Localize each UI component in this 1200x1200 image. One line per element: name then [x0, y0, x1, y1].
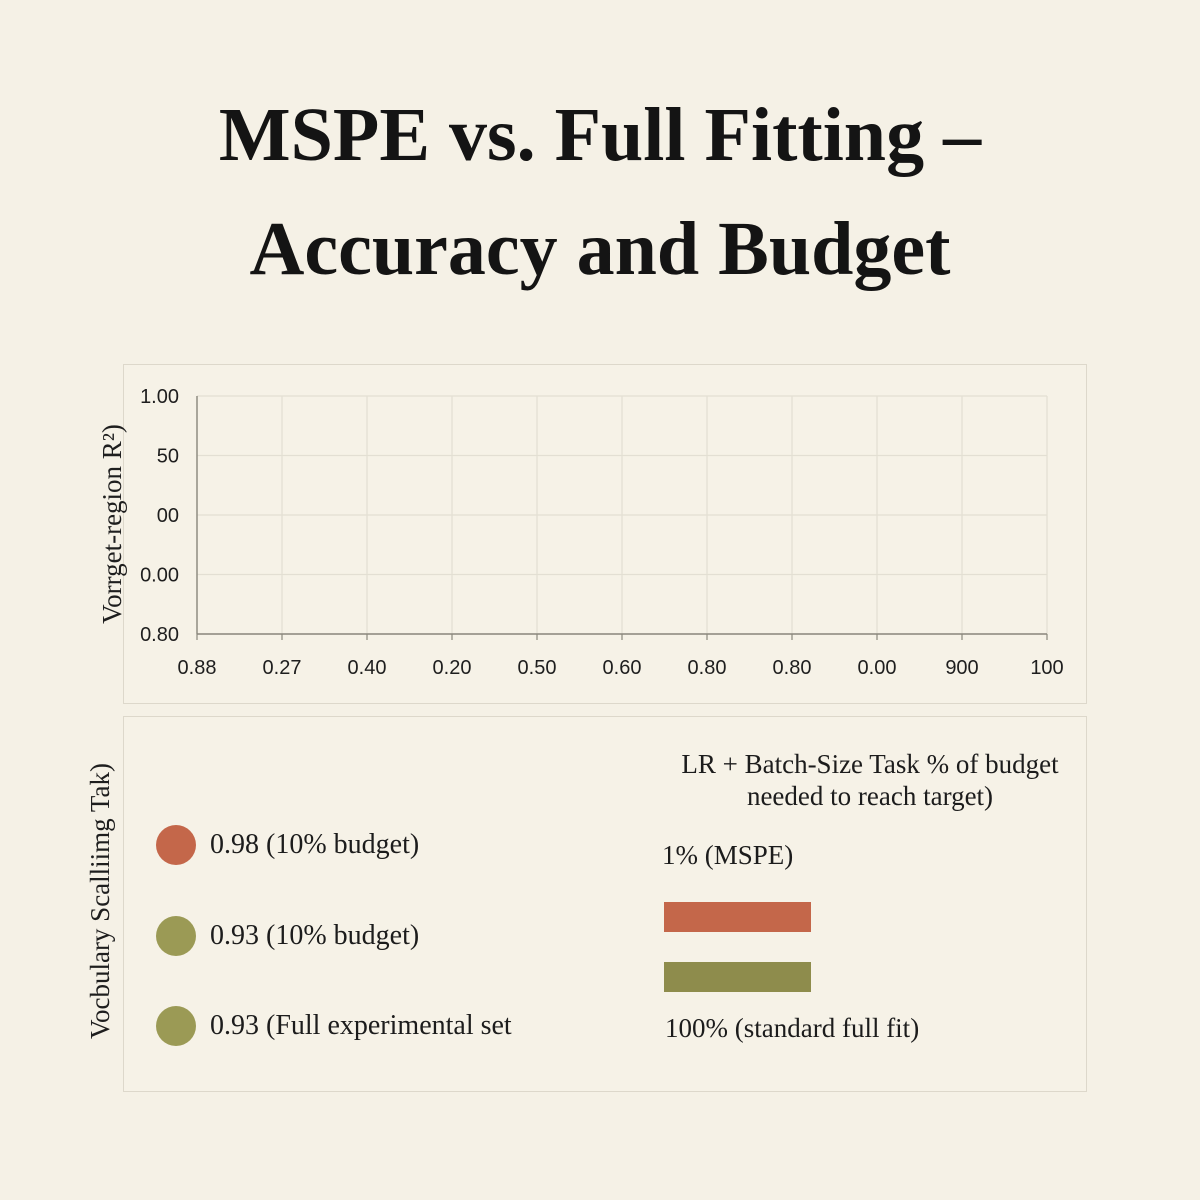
x-tick-label: 0.80 [773, 657, 812, 679]
x-tick-label: 0.00 [858, 657, 897, 679]
y-tick-label: 0.80 [140, 624, 179, 646]
y-tick-label: 0.00 [140, 565, 179, 587]
legend-label-3: 0.93 (Full experimental set [210, 1010, 512, 1041]
legend-label-2: 0.93 (10% budget) [210, 920, 420, 951]
legend-dot-2 [156, 916, 196, 956]
budget-label-full-fit: 100% (standard full fit) [665, 1013, 920, 1043]
budget-chart-title: LR + Batch-Size Task % of budget needed … [640, 748, 1100, 812]
x-tick-label: 100 [1030, 657, 1063, 679]
x-tick-label: 0.60 [603, 657, 642, 679]
x-tick-label: 0.88 [178, 657, 217, 679]
budget-chart-title-line-2: needed to reach target) [746, 781, 994, 811]
y-tick-label: 50 [157, 446, 179, 468]
x-tick-label: 0.80 [688, 657, 727, 679]
legend-dot-1 [156, 825, 196, 865]
legend-item-3: 0.93 (Full experimental set [156, 1006, 512, 1046]
x-tick-label: 900 [945, 657, 978, 679]
y-tick-label: 1.00 [140, 386, 179, 408]
legend-item-2: 0.93 (10% budget) [156, 916, 419, 956]
bottom-chart-y-axis-label: Vocbulary Scalliimg Tak) [85, 762, 115, 1040]
x-tick-label: 0.27 [263, 657, 302, 679]
budget-label-mspe: 1% (MSPE) [662, 840, 794, 870]
bottom-chart-panel [123, 716, 1087, 1092]
top-chart-panel [123, 364, 1087, 704]
chart-title-line-1: MSPE vs. Full Fitting – [218, 93, 982, 177]
y-tick-label: 00 [157, 505, 179, 527]
budget-bar-full-fit [664, 962, 811, 992]
budget-chart-title-line-1: LR + Batch-Size Task % of budget [681, 749, 1059, 779]
legend-dot-3 [156, 1006, 196, 1046]
legend-item-1: 0.98 (10% budget) [156, 825, 419, 865]
x-tick-label: 0.50 [518, 657, 557, 679]
chart-title: MSPE vs. Full Fitting – Accuracy and Bud… [0, 78, 1200, 306]
budget-bar-mspe [664, 902, 811, 932]
x-tick-label: 0.20 [433, 657, 472, 679]
top-chart-plot: 1.00 50 00 0.00 0.80 0.88 0.27 0.40 0.20 0.50 0.60… [140, 386, 1064, 679]
x-tick-label: 0.40 [348, 657, 387, 679]
chart-title-line-2: Accuracy and Budget [249, 207, 951, 291]
legend-label-1: 0.98 (10% budget) [210, 829, 420, 860]
